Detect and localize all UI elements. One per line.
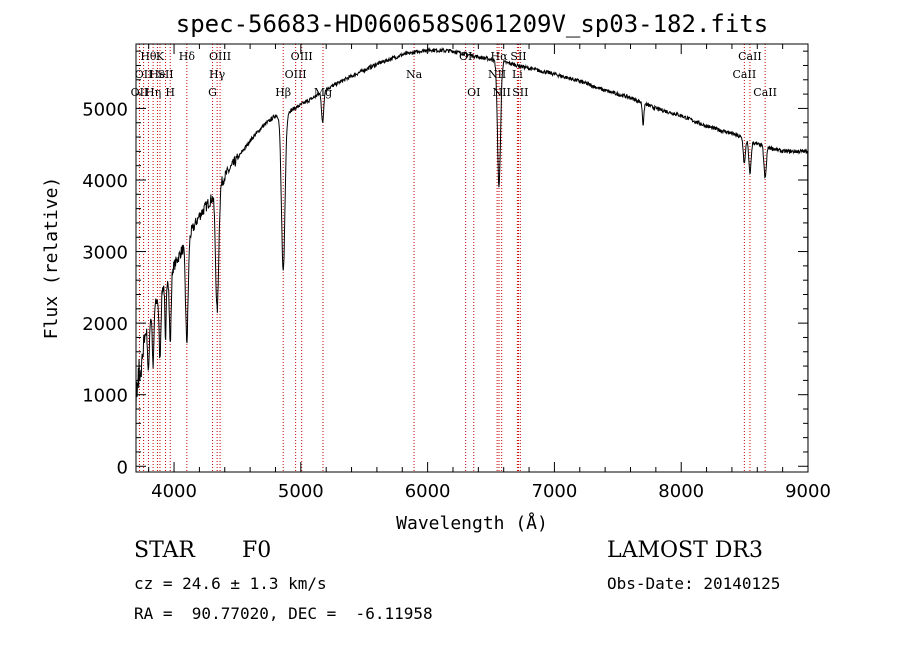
x-tick-label: 4000: [151, 481, 197, 502]
line-label: CaII: [738, 50, 762, 63]
line-label: Hβ: [275, 86, 291, 99]
line-label: G: [208, 86, 217, 99]
object-subclass: F0: [242, 538, 272, 563]
line-label: Hγ: [209, 68, 226, 81]
line-label: CaII: [753, 86, 777, 99]
line-label: OIII: [285, 68, 307, 81]
object-class: STAR: [134, 538, 195, 563]
line-label: OII: [135, 68, 153, 81]
x-axis-label: Wavelength (Å): [396, 512, 548, 534]
line-label: SII: [157, 68, 173, 81]
line-label: Hθ: [140, 50, 157, 63]
line-label: NII: [488, 68, 506, 81]
y-axis: 0 1000 2000 3000 4000 5000: [82, 50, 808, 478]
obs-date-text: Obs-Date: 20140125: [607, 574, 781, 593]
line-label: OIII: [209, 50, 231, 63]
plot-frame: [135, 43, 809, 473]
spectrum-line: [135, 46, 809, 467]
x-tick-label: 9000: [785, 481, 831, 502]
x-tick-label: 7000: [532, 481, 578, 502]
x-tick-label: 5000: [278, 481, 324, 502]
line-label: Hδ: [179, 50, 196, 63]
line-labels: OIIOIIHθHηHeKSIIHHδGHγOIIIHβOIIIOIIIMgNa…: [131, 50, 777, 99]
line-label: OII: [131, 86, 149, 99]
line-label: OI: [459, 50, 472, 63]
line-label: Li: [512, 68, 523, 81]
y-tick-label: 1000: [82, 386, 128, 407]
chart-title: spec-56683-HD060658S061209V_sp03-182.fit…: [176, 10, 768, 38]
y-tick-label: 5000: [82, 99, 128, 120]
x-tick-label: 6000: [405, 481, 451, 502]
y-tick-label: 4000: [82, 171, 128, 192]
y-tick-label: 3000: [82, 243, 128, 264]
line-label: CaII: [733, 68, 757, 81]
line-label: OI: [467, 86, 480, 99]
line-label: SII: [512, 86, 528, 99]
y-tick-label: 0: [117, 457, 128, 478]
y-axis-label: Flux (relative): [41, 177, 62, 340]
line-label: H: [165, 86, 175, 99]
redshift-text: cz = 24.6 ± 1.3 km/s: [134, 574, 327, 593]
line-label: Na: [406, 68, 423, 81]
line-label: Hα: [490, 50, 508, 63]
coordinates-text: RA = 90.77020, DEC = -6.11958: [134, 604, 433, 623]
y-tick-label: 2000: [82, 314, 128, 335]
x-tick-label: 8000: [658, 481, 704, 502]
line-markers: [138, 44, 766, 472]
line-label: OIII: [291, 50, 313, 63]
line-label: Hη: [145, 86, 161, 99]
line-label: K: [156, 50, 165, 63]
survey-label: LAMOST DR3: [607, 538, 763, 563]
x-axis: 4000 5000 6000 7000 8000 9000: [148, 44, 831, 502]
line-label: He: [149, 68, 165, 81]
line-label: SII: [510, 50, 526, 63]
